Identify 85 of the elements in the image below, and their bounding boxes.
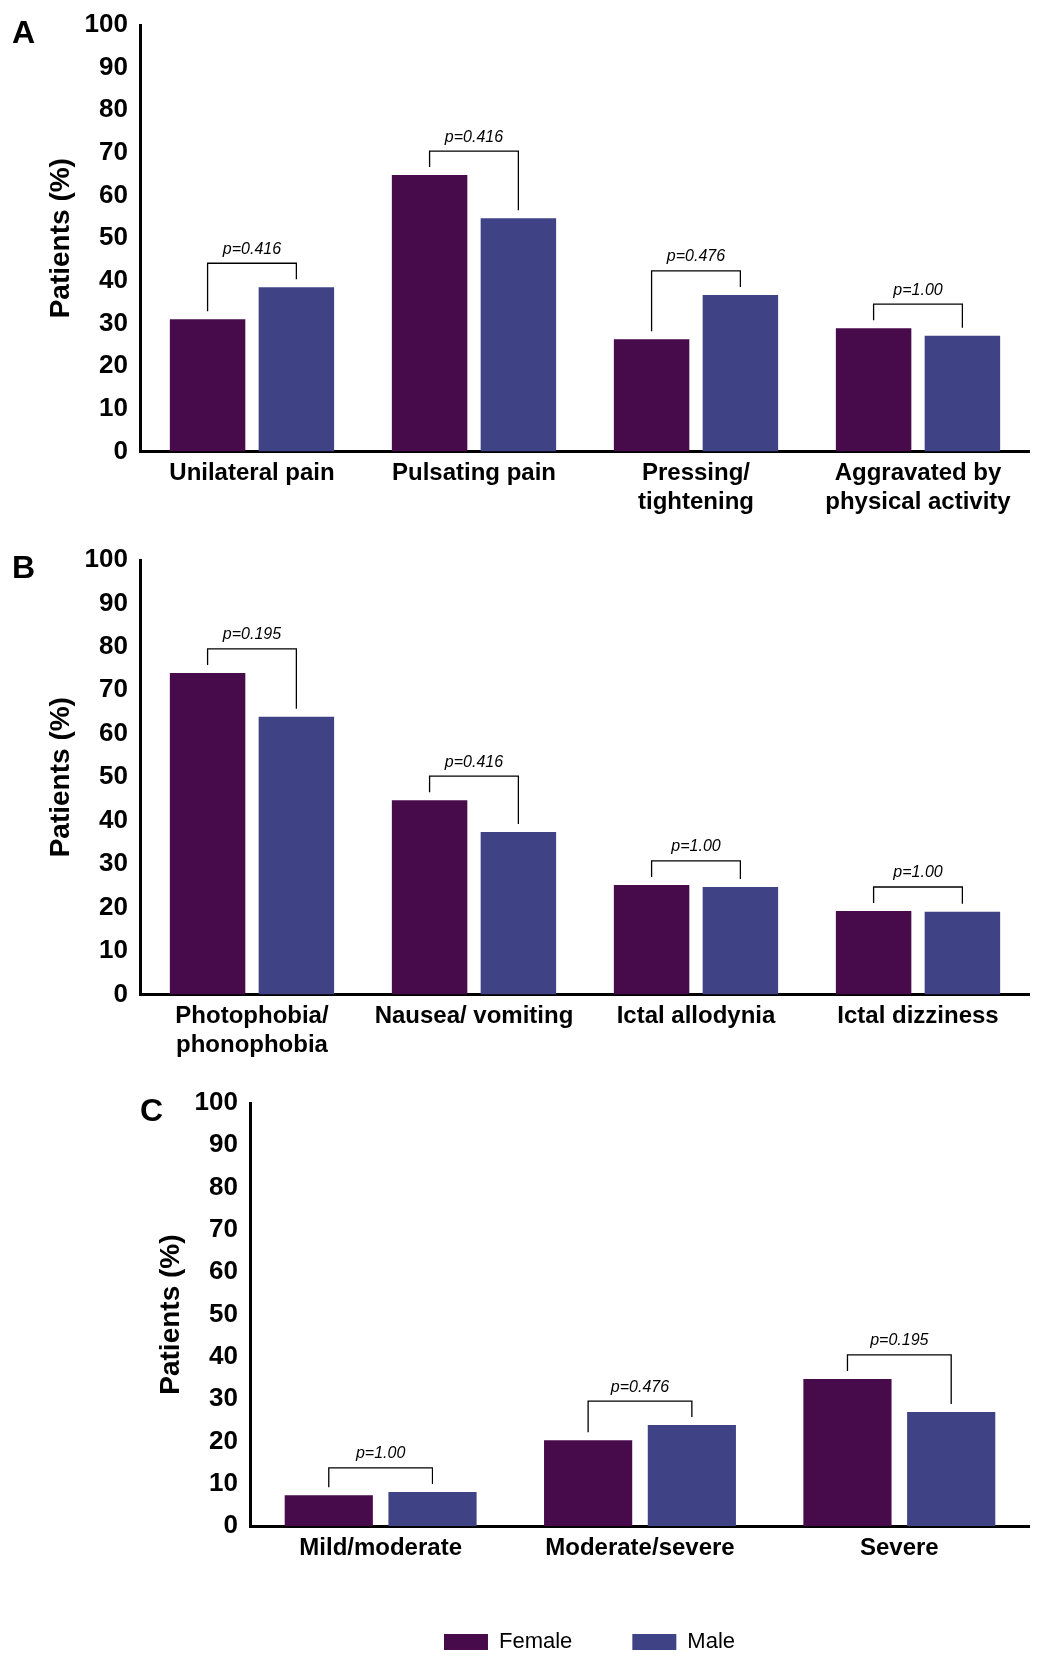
annotation: p=0.476 — [609, 1377, 670, 1395]
x-tick-label: Nausea/ vomiting — [374, 1001, 574, 1029]
y-tick-label: 0 — [223, 1509, 238, 1540]
y-tick-label: 20 — [99, 890, 128, 921]
bar — [388, 1491, 477, 1527]
bar — [284, 1495, 373, 1527]
x-tick-label: Ictal dizziness — [837, 1001, 999, 1029]
y-tick-label: 20 — [209, 1424, 238, 1455]
y-axis-title: Patients (%) — [43, 158, 75, 319]
annotation: p=0.416 — [221, 239, 282, 257]
bar — [835, 911, 912, 995]
y-tick-label: 80 — [209, 1170, 238, 1201]
annotation: p=0.195 — [869, 1331, 929, 1349]
y-tick-label: 60 — [99, 178, 128, 209]
bar — [480, 831, 557, 995]
y-tick-label: 100 — [194, 1086, 238, 1117]
y-axis-title: Patients (%) — [43, 697, 75, 858]
bar — [702, 294, 779, 452]
y-tick-label: 80 — [99, 630, 128, 661]
bar — [169, 672, 246, 995]
annotation: p=1.00 — [354, 1444, 406, 1462]
annotation: p=0.195 — [221, 625, 282, 643]
y-tick-label: 0 — [113, 434, 128, 465]
bar — [258, 287, 335, 452]
bar — [544, 1440, 633, 1527]
bar — [391, 175, 468, 452]
bar — [924, 911, 1001, 995]
bar — [169, 319, 246, 452]
bar — [907, 1411, 996, 1527]
y-tick-label: 70 — [99, 673, 128, 704]
y-tick-label: 10 — [209, 1467, 238, 1498]
bar — [480, 218, 557, 452]
bar — [258, 716, 335, 995]
x-tick-label: Mild/moderate — [299, 1533, 462, 1561]
y-tick-label: 100 — [84, 543, 128, 574]
legend-label: Male — [687, 1628, 736, 1654]
x-tick-label: Moderate/severe — [545, 1533, 735, 1561]
bar — [391, 800, 468, 995]
y-tick-label: 50 — [209, 1297, 238, 1328]
bar — [647, 1425, 736, 1527]
annotation: p=0.416 — [443, 127, 504, 145]
legend-label: Female — [498, 1628, 573, 1654]
y-tick-label: 60 — [209, 1255, 238, 1286]
y-tick-label: 90 — [99, 586, 128, 617]
y-tick-label: 90 — [209, 1128, 238, 1159]
y-tick-label: 30 — [99, 847, 128, 878]
chart-title: C — [140, 1091, 164, 1128]
bar — [924, 335, 1001, 452]
x-tick-label: Pulsating pain — [391, 458, 556, 486]
y-tick-label: 30 — [99, 306, 128, 337]
y-tick-label: 50 — [99, 221, 128, 252]
y-tick-label: 80 — [99, 93, 128, 124]
bar — [803, 1378, 892, 1527]
bar — [613, 884, 690, 995]
y-tick-label: 70 — [99, 136, 128, 167]
bar — [613, 339, 690, 452]
y-tick-label: 30 — [209, 1382, 238, 1413]
x-tick-label: Severe — [859, 1533, 939, 1561]
y-axis-title: Patients (%) — [153, 1234, 185, 1395]
x-tick-label: Photophobia/ phonophobia — [175, 1001, 329, 1058]
annotation: p=0.476 — [665, 247, 726, 265]
x-tick-label: Ictal allodynia — [616, 1001, 776, 1029]
x-tick-label: Pressing/ tightening — [638, 458, 754, 515]
chart-title: A — [12, 13, 36, 50]
y-tick-label: 60 — [99, 716, 128, 747]
y-tick-label: 90 — [99, 50, 128, 81]
annotation: p=1.00 — [892, 280, 943, 298]
x-tick-label: Unilateral pain — [169, 458, 335, 486]
bar — [702, 887, 779, 995]
y-tick-label: 100 — [84, 8, 128, 39]
y-tick-label: 10 — [99, 934, 128, 965]
x-tick-label: Aggravated by physical activity — [825, 458, 1012, 515]
y-tick-label: 40 — [99, 803, 128, 834]
annotation: p=1.00 — [670, 837, 721, 855]
annotation: p=1.00 — [892, 863, 943, 881]
chart-title: B — [12, 548, 36, 585]
y-tick-label: 10 — [99, 391, 128, 422]
bar — [835, 328, 912, 452]
y-tick-label: 40 — [99, 264, 128, 295]
y-tick-label: 0 — [113, 977, 128, 1008]
y-tick-label: 20 — [99, 349, 128, 380]
y-tick-label: 70 — [209, 1213, 238, 1244]
y-tick-label: 40 — [209, 1340, 238, 1371]
y-tick-label: 50 — [99, 760, 128, 791]
annotation: p=0.416 — [443, 752, 504, 770]
